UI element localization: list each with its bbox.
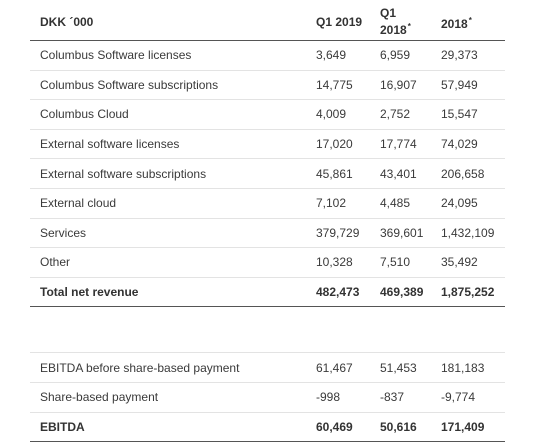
- row-label: Other: [30, 247, 316, 278]
- cell-q1-2018: 50,616: [380, 412, 441, 442]
- header-q1-2018-mark: *: [407, 22, 411, 31]
- cell-q1-2018: 7,510: [380, 247, 441, 278]
- total-net-revenue-row: Total net revenue 482,473 469,389 1,875,…: [30, 277, 505, 308]
- cell-q1-2019: 482,473: [316, 277, 380, 308]
- cell-q1-2019: 10,328: [316, 247, 380, 278]
- row-label: Services: [30, 218, 316, 249]
- header-currency-label: DKK ´000: [30, 0, 316, 41]
- cell-q1-2019: 14,775: [316, 70, 380, 101]
- row-label: Total net revenue: [30, 277, 316, 308]
- row-label: Columbus Software subscriptions: [30, 70, 316, 101]
- cell-q1-2018: 469,389: [380, 277, 441, 308]
- header-2018-label: 2018: [441, 16, 468, 31]
- table-row: Columbus Software subscriptions 14,775 1…: [30, 70, 505, 101]
- cell-q1-2018: 2,752: [380, 99, 441, 130]
- cell-2018: 181,183: [441, 352, 505, 383]
- cell-2018: -9,774: [441, 382, 505, 413]
- row-label: Columbus Software licenses: [30, 40, 316, 71]
- cell-2018: 57,949: [441, 70, 505, 101]
- table-row: Share-based payment -998 -837 -9,774: [30, 382, 505, 413]
- header-q1-2018-line2: 2018: [380, 23, 407, 37]
- cell-q1-2018: 6,959: [380, 40, 441, 71]
- cell-q1-2019: 45,861: [316, 158, 380, 189]
- cell-2018: 15,547: [441, 99, 505, 130]
- cell-q1-2019: 3,649: [316, 40, 380, 71]
- cell-q1-2019: 17,020: [316, 129, 380, 160]
- cell-q1-2018: 369,601: [380, 218, 441, 249]
- cell-q1-2019: 60,469: [316, 412, 380, 442]
- header-q1-2018: Q1 2018*: [380, 0, 441, 41]
- table-row: External cloud 7,102 4,485 24,095: [30, 188, 505, 219]
- header-2018-mark: *: [468, 15, 472, 25]
- cell-q1-2018: 43,401: [380, 158, 441, 189]
- spacer-row: [30, 306, 505, 354]
- header-2018: 2018*: [441, 0, 505, 41]
- table-row: Services 379,729 369,601 1,432,109: [30, 218, 505, 249]
- table-row: External software subscriptions 45,861 4…: [30, 158, 505, 189]
- table-row: EBITDA before share-based payment 61,467…: [30, 352, 505, 383]
- header-q1-2019: Q1 2019: [316, 0, 380, 41]
- cell-q1-2019: 4,009: [316, 99, 380, 130]
- table-row: Other 10,328 7,510 35,492: [30, 247, 505, 278]
- row-label: EBITDA before share-based payment: [30, 352, 316, 383]
- cell-2018: 1,432,109: [441, 218, 505, 249]
- cell-q1-2019: -998: [316, 382, 380, 413]
- row-label: Columbus Cloud: [30, 99, 316, 130]
- cell-2018: 74,029: [441, 129, 505, 160]
- cell-q1-2019: 61,467: [316, 352, 380, 383]
- cell-q1-2018: 17,774: [380, 129, 441, 160]
- cell-2018: 206,658: [441, 158, 505, 189]
- cell-q1-2018: 51,453: [380, 352, 441, 383]
- row-label: Share-based payment: [30, 382, 316, 413]
- cell-q1-2018: 16,907: [380, 70, 441, 101]
- table-row: Columbus Cloud 4,009 2,752 15,547: [30, 99, 505, 130]
- table-header-row: DKK ´000 Q1 2019 Q1 2018* 2018*: [30, 0, 505, 41]
- row-label: External software subscriptions: [30, 158, 316, 189]
- row-label: External cloud: [30, 188, 316, 219]
- financial-table: DKK ´000 Q1 2019 Q1 2018* 2018* Columbus…: [30, 0, 505, 442]
- row-label: EBITDA: [30, 412, 316, 442]
- cell-2018: 35,492: [441, 247, 505, 278]
- cell-2018: 1,875,252: [441, 277, 505, 308]
- cell-q1-2018: 4,485: [380, 188, 441, 219]
- cell-q1-2019: 7,102: [316, 188, 380, 219]
- table-row: External software licenses 17,020 17,774…: [30, 129, 505, 160]
- spacer-cell: [30, 306, 505, 354]
- cell-2018: 24,095: [441, 188, 505, 219]
- header-q1-2018-line1: Q1: [380, 6, 397, 20]
- ebitda-row: EBITDA 60,469 50,616 171,409: [30, 412, 505, 442]
- cell-2018: 29,373: [441, 40, 505, 71]
- cell-2018: 171,409: [441, 412, 505, 442]
- table-row: Columbus Software licenses 3,649 6,959 2…: [30, 40, 505, 71]
- row-label: External software licenses: [30, 129, 316, 160]
- cell-q1-2019: 379,729: [316, 218, 380, 249]
- cell-q1-2018: -837: [380, 382, 441, 413]
